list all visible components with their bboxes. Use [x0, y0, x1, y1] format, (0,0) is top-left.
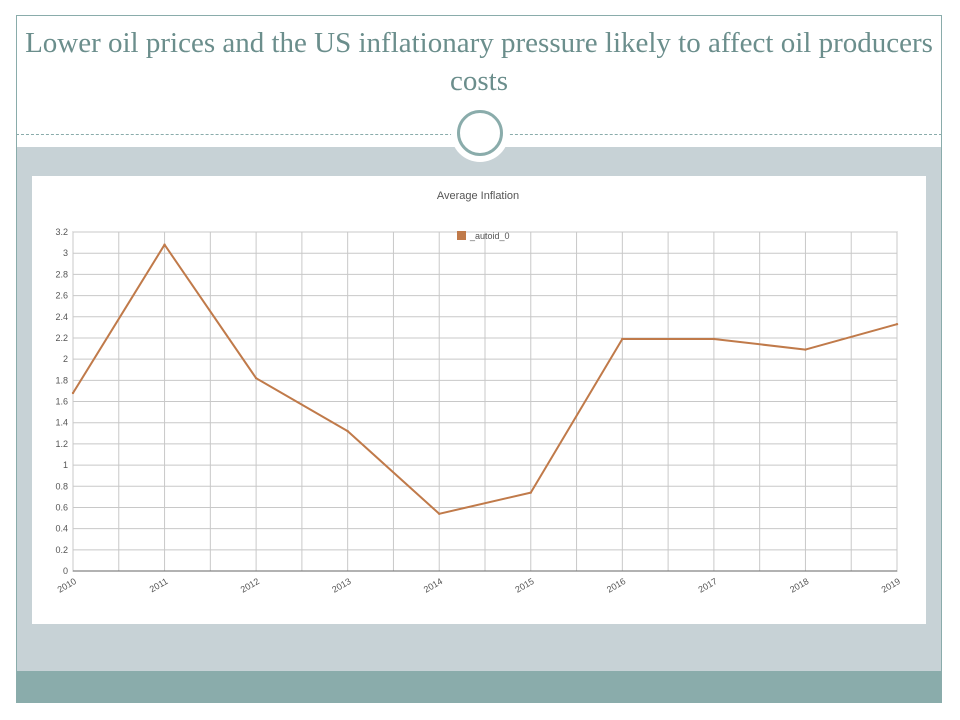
y-tick-label: 1.8 [55, 375, 68, 385]
chart-title: Average Inflation [436, 190, 520, 202]
data-point [254, 376, 258, 380]
y-tick-label: 1 [63, 460, 68, 470]
data-point [712, 337, 716, 341]
data-point [438, 512, 441, 515]
y-tick-label: 1.2 [55, 439, 68, 449]
y-tick-label: 1.6 [55, 397, 68, 407]
y-tick-label: 2.4 [55, 312, 68, 322]
y-tick-label: 2.2 [55, 333, 68, 343]
x-tick-label: 2014 [422, 576, 444, 595]
x-tick-label: 2010 [56, 576, 78, 595]
data-point [529, 491, 532, 494]
x-tick-label: 2013 [330, 576, 352, 595]
x-tick-label: 2019 [880, 576, 902, 595]
y-tick-label: 0 [63, 566, 68, 576]
circle-ornament-icon [451, 104, 509, 162]
y-tick-label: 2.8 [55, 269, 68, 279]
y-tick-label: 0.4 [55, 524, 68, 534]
data-point [346, 429, 349, 433]
legend-swatch [457, 231, 466, 240]
data-point [621, 337, 624, 341]
x-tick-label: 2016 [605, 576, 627, 595]
data-point [163, 243, 166, 246]
x-tick-label: 2011 [148, 576, 170, 594]
y-tick-label: 2.6 [55, 291, 68, 301]
x-tick-label: 2017 [697, 576, 719, 595]
y-tick-label: 3 [63, 248, 68, 258]
y-tick-label: 0.2 [55, 545, 68, 555]
y-tick-label: 0.8 [55, 481, 68, 491]
legend-label: _autoid_0 [469, 231, 510, 241]
data-point [804, 348, 807, 351]
data-point [71, 391, 75, 395]
x-tick-label: 2015 [513, 576, 535, 595]
data-point [895, 322, 899, 326]
slide-title: Lower oil prices and the US inflationary… [25, 27, 933, 97]
y-tick-label: 0.6 [55, 502, 68, 512]
series-line [72, 243, 898, 515]
x-tick-label: 2018 [788, 576, 810, 595]
y-tick-label: 1.4 [55, 418, 68, 428]
y-tick-label: 2 [63, 354, 68, 364]
y-tick-label: 3.2 [55, 227, 68, 237]
footer-band [17, 671, 941, 702]
x-tick-label: 2012 [239, 576, 261, 595]
